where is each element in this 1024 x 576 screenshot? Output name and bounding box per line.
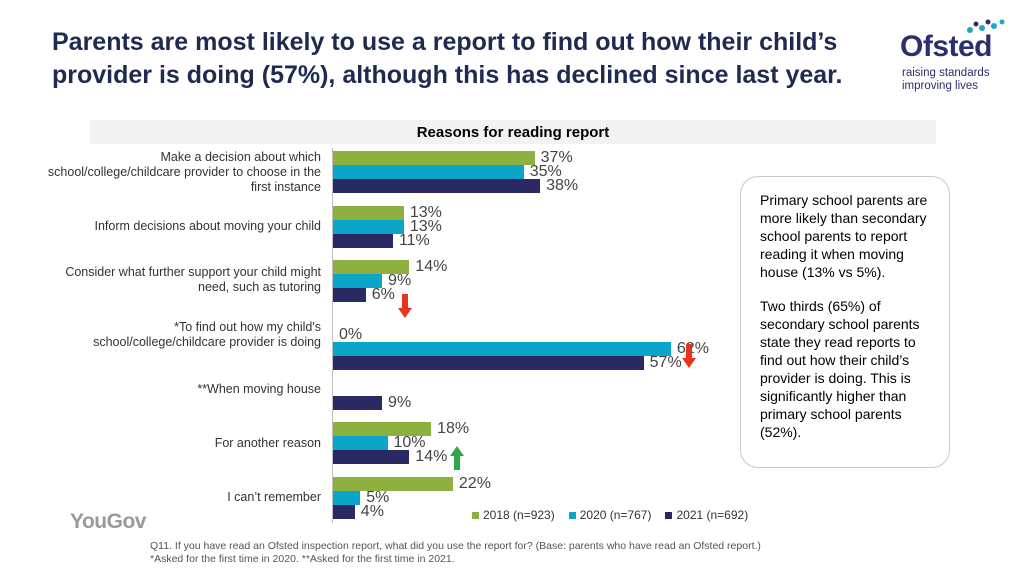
category-label: *To find out how my child's school/colle… xyxy=(93,320,321,349)
footnote: Q11. If you have read an Ofsted inspecti… xyxy=(150,540,761,566)
data-label: 10% xyxy=(393,434,426,451)
data-label: 11% xyxy=(398,232,430,249)
data-label: 5% xyxy=(366,489,390,506)
bar xyxy=(333,356,644,370)
data-label: 4% xyxy=(360,503,384,520)
bar xyxy=(333,165,524,179)
data-label: 9% xyxy=(388,394,412,411)
bar xyxy=(333,396,383,410)
bar xyxy=(333,206,404,220)
category-label: Consider what further support your child… xyxy=(65,265,321,294)
category-label: For another reason xyxy=(214,436,321,450)
category-label: I can’t remember xyxy=(227,490,321,504)
logo-tagline-2: improving lives xyxy=(902,80,979,92)
note-paragraph-1: Primary school parents are more likely t… xyxy=(760,192,928,280)
legend-swatch-2021 xyxy=(665,511,673,519)
logo-wordmark: Ofsted xyxy=(900,30,993,63)
chart-title: Reasons for reading report xyxy=(416,124,610,141)
bar xyxy=(333,179,541,193)
data-label: 0% xyxy=(339,326,363,343)
bar xyxy=(333,342,671,356)
data-label: 13% xyxy=(409,204,442,221)
arrow-down-icon xyxy=(398,294,412,318)
footnote-line-1: Q11. If you have read an Ofsted inspecti… xyxy=(150,540,761,552)
bar xyxy=(333,422,432,436)
legend-swatch-2018 xyxy=(472,511,479,519)
legend-swatch-2020 xyxy=(568,511,576,519)
yougov-logo: YouGov xyxy=(70,510,146,533)
data-label: 6% xyxy=(371,286,395,303)
legend-item-2021: 2021 (n=692) xyxy=(665,508,748,522)
data-label: 22% xyxy=(458,475,491,492)
legend-item-2018: 2018 (n=923) xyxy=(472,508,555,522)
page-title: Parents are most likely to use a report … xyxy=(52,28,843,89)
bar xyxy=(333,234,393,248)
data-label: 14% xyxy=(415,258,448,275)
bar xyxy=(333,220,404,234)
bar xyxy=(333,450,410,464)
stars-icon xyxy=(967,19,1005,33)
data-label: 18% xyxy=(437,420,470,437)
data-label: 37% xyxy=(540,149,573,166)
arrow-down-icon xyxy=(682,344,696,368)
data-label: 13% xyxy=(409,218,442,235)
category-label: **When moving house xyxy=(197,382,321,396)
callout-note: Primary school parents are more likely t… xyxy=(740,176,950,468)
category-label: Make a decision about which school/colle… xyxy=(47,150,321,194)
bar xyxy=(333,436,388,450)
data-label: 62% xyxy=(676,340,709,357)
bar xyxy=(333,288,366,302)
bar xyxy=(333,151,535,165)
bar xyxy=(333,274,383,288)
ofsted-logo: Ofsted raising standards improving lives xyxy=(898,18,1008,98)
legend: 2018 (n=923) 2020 (n=767) 2021 (n=692) xyxy=(472,508,748,522)
arrow-up-icon xyxy=(450,446,464,470)
data-label: 35% xyxy=(529,163,562,180)
note-paragraph-2: Two thirds (65%) of secondary school par… xyxy=(760,298,920,440)
bar xyxy=(333,505,355,519)
category-axis xyxy=(332,148,333,523)
chart-title-band xyxy=(90,120,936,144)
bar xyxy=(333,260,410,274)
bar xyxy=(333,491,361,505)
data-label: 14% xyxy=(415,448,448,465)
data-label: 9% xyxy=(388,272,412,289)
data-label: 38% xyxy=(546,177,579,194)
data-label: 57% xyxy=(649,354,682,371)
category-label: Inform decisions about moving your child xyxy=(94,219,321,233)
footnote-line-2: *Asked for the first time in 2020. **Ask… xyxy=(150,553,455,565)
bar xyxy=(333,477,453,491)
logo-tagline-1: raising standards xyxy=(902,67,990,79)
legend-item-2020: 2020 (n=767) xyxy=(568,508,651,522)
